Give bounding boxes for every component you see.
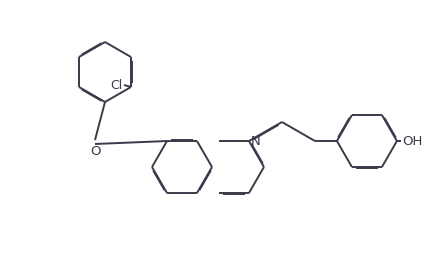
Text: OH: OH: [402, 135, 422, 148]
Text: N: N: [251, 135, 261, 148]
Text: Cl: Cl: [111, 78, 123, 92]
Text: O: O: [90, 145, 100, 158]
